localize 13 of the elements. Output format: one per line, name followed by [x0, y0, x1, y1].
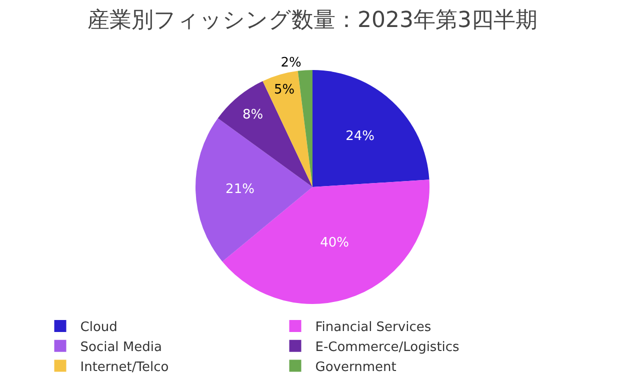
data-label: 40% — [320, 235, 350, 250]
legend-label: Internet/Telco — [80, 360, 169, 375]
data-label: 8% — [242, 107, 264, 122]
data-label: 24% — [346, 128, 374, 144]
data-label: 21% — [226, 182, 254, 197]
chart-title: 産業別フィッシング数量：2023年第3四半期 — [88, 8, 538, 34]
legend-label: Government — [315, 360, 396, 375]
legend-label: Cloud — [80, 320, 118, 336]
legend-label: E-Commerce/Logistics — [315, 340, 460, 355]
legend-label: Social Media — [80, 340, 162, 355]
data-label: 2% — [280, 55, 302, 70]
data-label: 5% — [274, 82, 295, 98]
legend-label: Financial Services — [315, 320, 432, 336]
